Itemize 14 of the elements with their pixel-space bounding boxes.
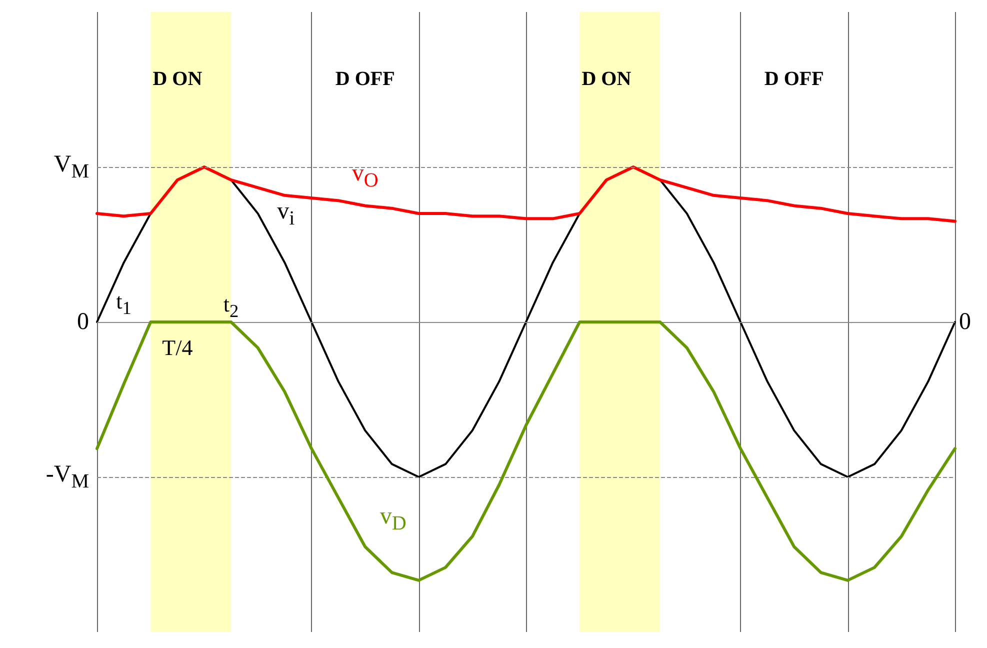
text: D ON (582, 68, 632, 90)
annotation: T/4 (162, 334, 193, 360)
annotation: t$_{1}$ (116, 288, 132, 318)
series-label: v$_{O}$ (352, 160, 378, 192)
text: D OFF (764, 68, 824, 90)
text: D ON (152, 68, 202, 90)
text: 0 (959, 309, 971, 335)
ref-line-label: V$_{M}$ (54, 152, 89, 182)
series-label: v$_{D}$ (380, 503, 406, 534)
ref-line-label: 0 (77, 309, 89, 335)
text: D OFF (335, 68, 395, 90)
ref-line-label: -V$_{M}$ (46, 462, 89, 492)
annotation: t$_{2}$ (223, 291, 239, 321)
series-label: v$_{i}$ (277, 198, 295, 229)
